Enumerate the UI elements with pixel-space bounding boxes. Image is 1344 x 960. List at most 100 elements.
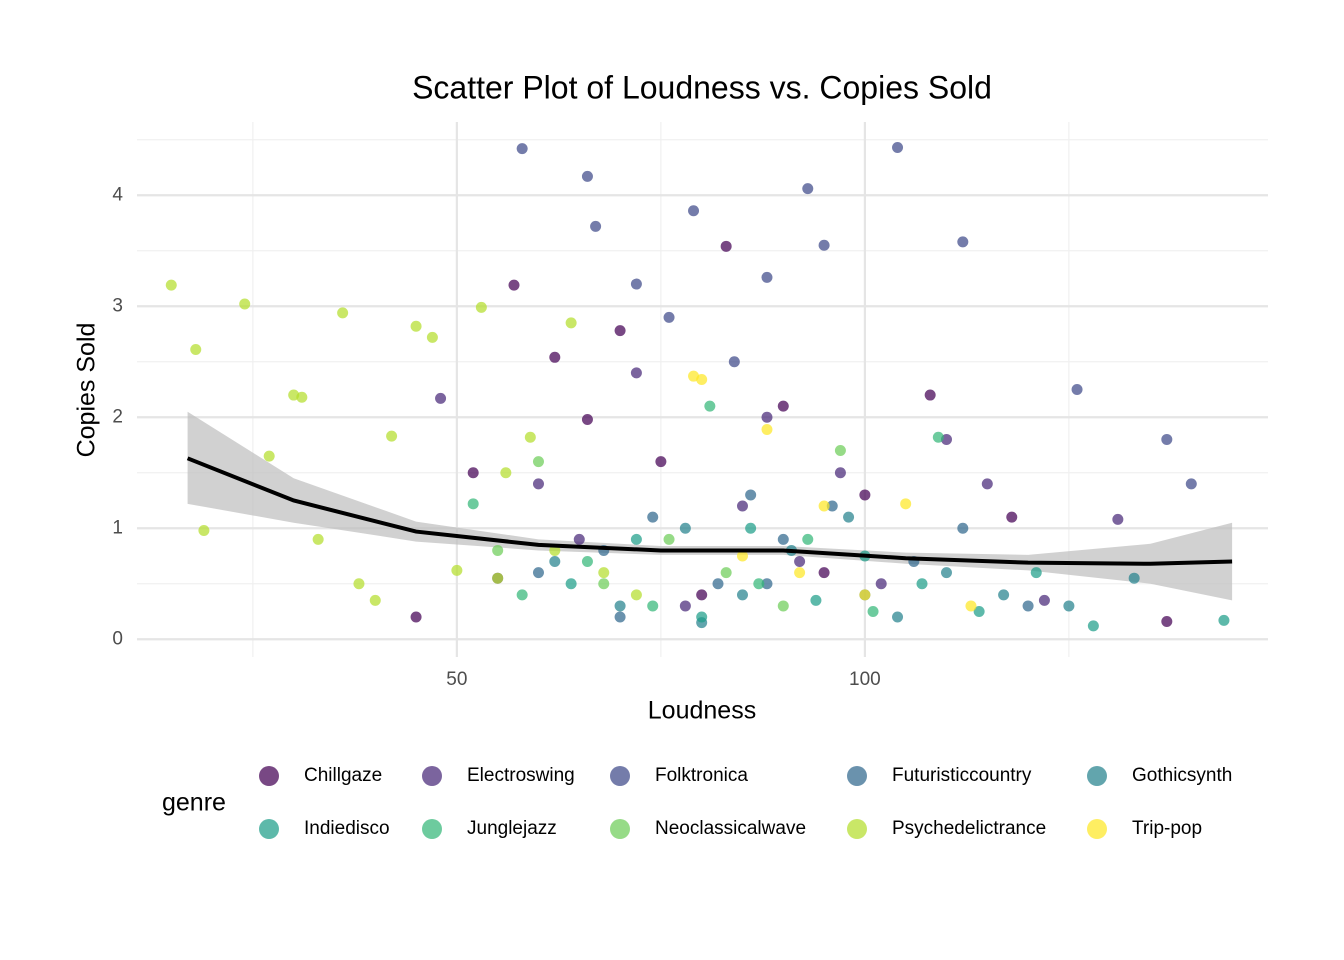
point	[720, 240, 732, 252]
x-axis-label: Loudness	[648, 697, 756, 725]
point	[1161, 433, 1173, 445]
point	[1038, 594, 1050, 606]
y-tick-label: 1	[112, 517, 123, 538]
point	[720, 567, 732, 579]
chart-title: Scatter Plot of Loudness vs. Copies Sold	[412, 69, 992, 105]
point	[435, 392, 447, 404]
point	[704, 400, 716, 412]
point	[924, 389, 936, 401]
point	[745, 489, 757, 501]
point	[965, 600, 977, 612]
point	[426, 331, 438, 343]
point	[581, 556, 593, 568]
point	[508, 279, 520, 291]
point	[353, 578, 365, 590]
point	[1161, 615, 1173, 627]
point	[1185, 478, 1197, 490]
point	[679, 600, 691, 612]
point	[337, 307, 349, 319]
point	[663, 311, 675, 323]
legend-label: Gothicsynth	[1132, 765, 1232, 786]
point	[451, 564, 463, 576]
point	[565, 578, 577, 590]
point	[516, 589, 528, 601]
y-tick-label: 2	[112, 406, 123, 427]
point	[549, 351, 561, 363]
point	[957, 522, 969, 534]
point	[696, 611, 708, 623]
legend-marker	[1087, 766, 1107, 786]
legend-label: Psychedelictrance	[892, 818, 1046, 839]
point	[900, 498, 912, 510]
point	[932, 431, 944, 443]
point	[614, 611, 626, 623]
point	[369, 594, 381, 606]
point	[386, 430, 398, 442]
legend-label: Trip-pop	[1132, 818, 1202, 839]
point	[679, 522, 691, 534]
legend-marker	[610, 766, 630, 786]
point	[745, 522, 757, 534]
point	[957, 236, 969, 248]
point	[312, 533, 324, 545]
point	[614, 325, 626, 337]
point	[1022, 600, 1034, 612]
point	[859, 589, 871, 601]
point	[655, 456, 667, 468]
x-tick-label: 50	[446, 669, 467, 690]
point	[810, 594, 822, 606]
point	[581, 413, 593, 425]
point	[410, 611, 422, 623]
point	[802, 183, 814, 195]
point	[777, 533, 789, 545]
point	[761, 423, 773, 435]
point	[981, 478, 993, 490]
point	[1063, 600, 1075, 612]
legend-label: Folktronica	[655, 765, 748, 786]
y-tick-label: 0	[112, 628, 123, 649]
point	[296, 391, 308, 403]
y-tick-label: 3	[112, 295, 123, 316]
grid	[137, 122, 1268, 657]
point	[630, 278, 642, 290]
point	[239, 298, 251, 310]
legend-marker	[1087, 819, 1107, 839]
point	[696, 374, 708, 386]
point	[532, 567, 544, 579]
point	[549, 556, 561, 568]
point	[614, 600, 626, 612]
point	[818, 567, 830, 579]
point	[1071, 384, 1083, 395]
point	[263, 450, 275, 462]
legend-marker	[847, 766, 867, 786]
point	[818, 239, 830, 251]
point	[573, 533, 585, 545]
fit-layer	[186, 456, 1233, 566]
point	[663, 533, 675, 545]
point	[467, 467, 479, 479]
point	[647, 511, 659, 523]
point	[590, 220, 602, 232]
point	[410, 320, 422, 332]
point	[843, 511, 855, 523]
point	[761, 578, 773, 590]
point	[598, 578, 610, 590]
legend-label: Junglejazz	[467, 818, 557, 839]
point	[630, 367, 642, 379]
y-axis-label: Copies Sold	[73, 323, 101, 458]
legend-label: Chillgaze	[304, 765, 382, 786]
point	[818, 500, 830, 512]
legend-marker	[847, 819, 867, 839]
point	[532, 456, 544, 468]
point	[630, 533, 642, 545]
point	[165, 279, 177, 291]
point	[867, 605, 879, 617]
legend-marker	[259, 819, 279, 839]
point	[532, 478, 544, 490]
legend: Chillgaze Electroswing Folktronica Futurist…	[259, 765, 1232, 839]
point	[736, 550, 748, 562]
point	[736, 500, 748, 512]
point	[859, 489, 871, 501]
legend-marker	[259, 766, 279, 786]
